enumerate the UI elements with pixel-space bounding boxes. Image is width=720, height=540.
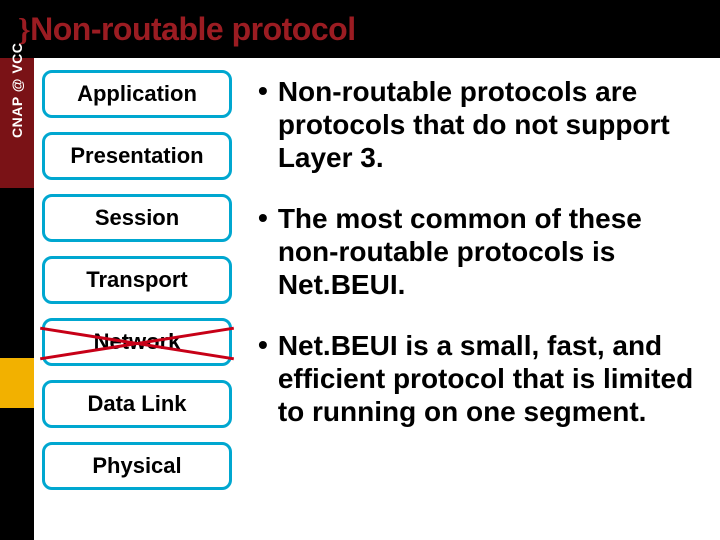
bullet-text: Non-routable protocols are protocols tha… (278, 75, 708, 174)
bullet-dot: • (258, 202, 268, 234)
bullet-text: Net.BEUI is a small, fast, and efficient… (278, 329, 708, 428)
sidebar-seg-4 (0, 408, 34, 540)
layer-label: Presentation (70, 143, 203, 169)
bullet-dot: • (258, 75, 268, 107)
layer-network: Network (42, 318, 232, 366)
layer-presentation: Presentation (42, 132, 232, 180)
title-brace: } (18, 11, 30, 47)
layer-application: Application (42, 70, 232, 118)
sidebar-label: CNAP @ VCC (9, 43, 25, 138)
layer-session: Session (42, 194, 232, 242)
layer-physical: Physical (42, 442, 232, 490)
layer-label: Data Link (87, 391, 186, 417)
slide-title: }Non-routable protocol (18, 11, 356, 48)
layer-label: Network (94, 329, 181, 355)
layer-label: Application (77, 81, 197, 107)
left-sidebar: CNAP @ VCC (0, 58, 34, 540)
layer-data-link: Data Link (42, 380, 232, 428)
osi-layers: Application Presentation Session Transport N… (42, 70, 242, 504)
sidebar-seg-2 (0, 188, 34, 358)
sidebar-seg-3 (0, 358, 34, 408)
bullet-item: • Net.BEUI is a small, fast, and efficien… (258, 329, 708, 428)
layer-label: Physical (92, 453, 181, 479)
bullet-item: • Non-routable protocols are protocols th… (258, 75, 708, 174)
layer-transport: Transport (42, 256, 232, 304)
layer-label: Transport (86, 267, 187, 293)
title-bar: }Non-routable protocol (0, 0, 720, 58)
bullet-text: The most common of these non-routable pr… (278, 202, 708, 301)
bullet-dot: • (258, 329, 268, 361)
bullet-list: • Non-routable protocols are protocols th… (258, 75, 708, 456)
title-text: Non-routable protocol (30, 11, 355, 47)
bullet-item: • The most common of these non-routable p… (258, 202, 708, 301)
layer-label: Session (95, 205, 179, 231)
